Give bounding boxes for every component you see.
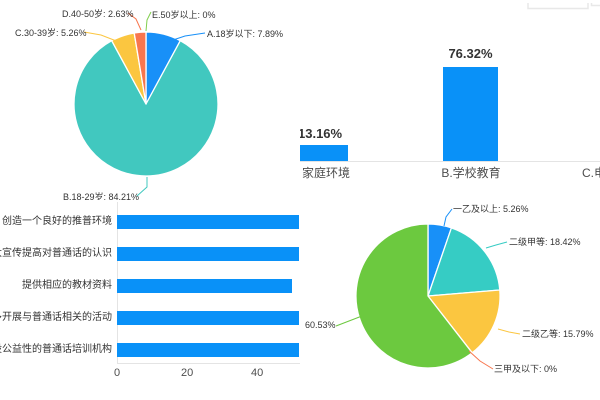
- bar-category-label-1: 家庭环境: [302, 166, 351, 180]
- age-pie-label-d: D.40-50岁: 2.63%: [62, 9, 134, 19]
- pie-leader-line: [443, 208, 453, 227]
- pie-leader-line: [145, 11, 152, 32]
- x-axis-line: [117, 363, 300, 364]
- horizontal-bar: [117, 279, 292, 293]
- pie-leader-line: [83, 31, 120, 43]
- x-tick-0: 0: [114, 367, 121, 379]
- pie-leader-line: [335, 315, 363, 327]
- bar-category-label-2: B.学校教育: [441, 166, 501, 180]
- bar-value-label-2: 76.32%: [448, 46, 493, 61]
- influence-bar-panel: 13.16% 76.32% 家庭环境 B.学校教育 C.电: [300, 0, 600, 200]
- pie-slice: [427, 227, 501, 297]
- hbar-category-label-2: 加大宣传提高对普通话的认识: [0, 248, 112, 259]
- horizontal-bar: [117, 343, 299, 357]
- clipped-box-outline: [590, 3, 600, 7]
- x-tick-20: 20: [181, 367, 194, 379]
- level-pie-label-3jia: 三甲及以下: 0%: [494, 364, 558, 374]
- pie-leader-line: [485, 241, 508, 249]
- level-pie-label-green: 60.53%: [305, 320, 336, 330]
- x-tick-40: 40: [251, 367, 264, 379]
- pie-slice: [355, 223, 473, 369]
- pie-leader-line: [127, 12, 142, 31]
- pie-slice: [73, 40, 219, 177]
- level-pie-panel: 一乙及以上: 5.26% 二级甲等: 18.42% 二级乙等: 15.79% 三…: [300, 200, 600, 400]
- pie-leader-line: [468, 350, 494, 370]
- age-pie-label-a: A.18岁以下: 7.89%: [207, 29, 284, 39]
- suggestion-bar-panel: 创造一个良好的推普环境 加大宣传提高对普通话的认识 提供相应的教材资料 多开展与…: [0, 200, 300, 400]
- age-pie-chart: [73, 11, 219, 197]
- age-pie-label-b: B.18-29岁: 84.21%: [63, 192, 140, 200]
- pie-slice: [133, 31, 147, 105]
- level-pie-label-1yi: 一乙及以上: 5.26%: [453, 204, 529, 214]
- pie-slice: [427, 289, 501, 354]
- clipped-toolbar-edge: [527, 3, 600, 10]
- hbar-category-label-3: 提供相应的教材资料: [22, 280, 112, 291]
- vertical-bar: [443, 67, 498, 161]
- hbar-category-label-4: 多开展与普通话相关的活动: [0, 312, 112, 323]
- horizontal-bar: [117, 215, 299, 229]
- horizontal-bar: [117, 311, 299, 325]
- age-pie-label-c: C.30-39岁: 5.26%: [15, 28, 87, 38]
- bar-category-label-3: C.电: [582, 166, 600, 180]
- level-pie-label-2yi: 二级乙等: 15.79%: [522, 329, 594, 339]
- vertical-bar: [300, 145, 348, 161]
- bar-value-label-1: 13.16%: [300, 126, 343, 141]
- pie-leader-line: [166, 32, 206, 43]
- level-pie-chart: [335, 208, 521, 370]
- level-pie-label-2jia: 二级甲等: 18.42%: [509, 237, 581, 247]
- pie-leader-line: [497, 328, 521, 335]
- hbar-category-label-1: 创造一个良好的推普环境: [2, 216, 112, 227]
- age-pie-label-e: E.50岁以上: 0%: [152, 10, 216, 20]
- age-pie-panel: D.40-50岁: 2.63% E.50岁以上: 0% C.30-39岁: 5.…: [0, 0, 300, 200]
- hbar-category-label-5: 开设公益性的普通话培训机构: [0, 344, 112, 355]
- pie-leader-line: [136, 177, 148, 197]
- horizontal-bar: [117, 247, 299, 261]
- x-axis-line: [300, 161, 600, 162]
- clipped-box-outline: [527, 3, 589, 10]
